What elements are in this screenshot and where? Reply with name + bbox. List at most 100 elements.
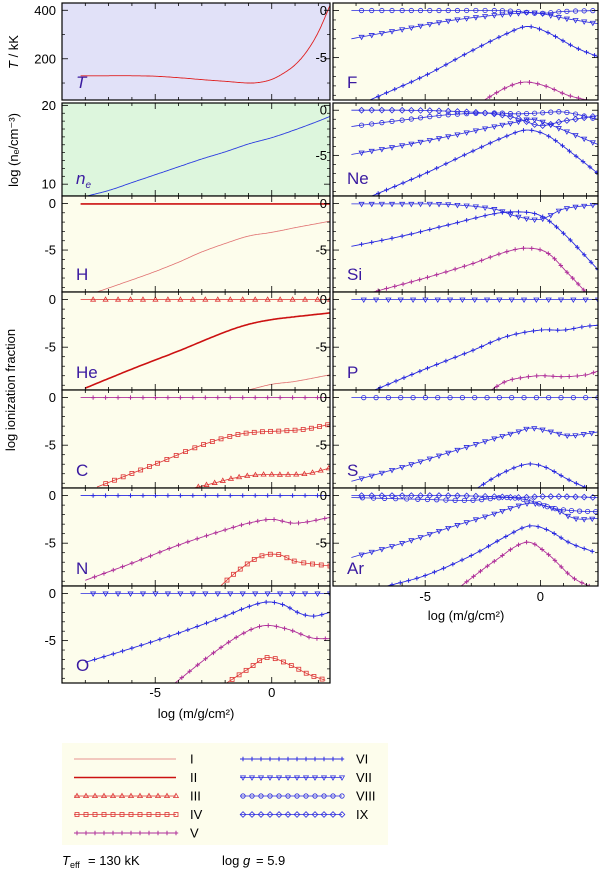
series-III-marker	[177, 296, 184, 302]
series-VI-marker	[592, 53, 597, 58]
x-tick-label: -5	[419, 589, 431, 604]
series-V-marker	[306, 634, 312, 640]
series-VI-marker	[90, 493, 96, 498]
series-VIII-line	[351, 10, 598, 14]
series-VI-marker	[157, 637, 163, 642]
series-VI-marker	[450, 562, 456, 567]
series-V-marker	[266, 623, 271, 628]
series-IV-marker	[276, 552, 282, 558]
y-tick-label: -5	[44, 243, 56, 258]
x-axis-title-left: log (m/g/cm²)	[158, 706, 235, 721]
series-VI-marker	[519, 525, 525, 531]
legend-marker	[267, 756, 273, 762]
series-VII-marker	[523, 10, 530, 16]
legend-marker	[119, 830, 125, 836]
series-VIII-marker	[410, 395, 416, 401]
series-VII-marker	[426, 456, 433, 462]
series-VII-marker	[507, 506, 514, 512]
series-VIII-marker	[491, 7, 497, 14]
series-IV-marker	[318, 562, 324, 568]
series-VI-marker	[263, 599, 269, 605]
panel-f: 0 -5 F	[315, 2, 599, 101]
series-VII-marker	[358, 201, 365, 208]
legend-marker	[294, 756, 300, 762]
legend-label: IX	[356, 807, 369, 822]
series-VI-marker	[422, 573, 428, 578]
series-V-marker	[305, 519, 310, 525]
series-VII-marker	[435, 202, 443, 208]
legend-item-V: V	[74, 826, 199, 841]
series-VIII-marker	[585, 508, 591, 515]
series-IX-marker	[472, 492, 480, 500]
series-VII-marker	[580, 432, 587, 438]
series-VII-marker	[360, 297, 367, 304]
plot-area	[80, 395, 330, 488]
series-III-marker	[314, 296, 321, 302]
series-VII-marker	[326, 591, 330, 597]
series-IV-marker	[112, 477, 117, 483]
series-V-marker	[139, 557, 144, 562]
series-VII-marker	[445, 450, 452, 457]
series-VI-marker	[446, 222, 451, 228]
series-IX-marker	[426, 107, 434, 114]
legend-marker	[164, 830, 170, 836]
series-IV-marker	[284, 555, 290, 561]
legend-marker	[285, 793, 291, 799]
series-V-marker	[153, 395, 158, 400]
series-VIII-marker	[408, 116, 414, 122]
series-VII-marker	[408, 141, 415, 148]
series-VII-marker	[463, 130, 470, 136]
legend-marker	[83, 812, 89, 817]
legend-label: VII	[356, 770, 372, 785]
series-VIII-marker	[581, 113, 587, 119]
legend-marker	[82, 792, 90, 798]
series-VI-marker	[462, 52, 467, 57]
series-V-marker	[140, 395, 146, 400]
series-VII-marker	[373, 297, 380, 304]
series-VIII-marker	[507, 8, 514, 14]
legend-marker	[164, 812, 170, 817]
series-V-marker	[315, 395, 320, 400]
series-VII-marker	[399, 541, 406, 547]
series-VII-marker	[358, 552, 365, 559]
panel-frame	[61, 2, 331, 101]
series-VII-marker	[573, 516, 580, 523]
series-VII-marker	[378, 470, 385, 477]
legend-marker	[258, 793, 264, 799]
series-I-line	[96, 220, 330, 292]
series-VI-marker	[406, 578, 411, 583]
y-tick-label: 0	[49, 196, 56, 211]
series-V-marker	[375, 288, 381, 292]
footer: Teff = 130 kK log g = 5.9	[62, 853, 285, 870]
series-VII-marker	[397, 297, 404, 304]
series-IV-marker	[327, 563, 330, 569]
series-VI-marker	[165, 493, 171, 498]
legend-marker	[329, 811, 337, 818]
series-VII-marker	[547, 429, 554, 436]
series-VIII-marker	[358, 7, 365, 14]
series-VII-marker	[499, 122, 506, 129]
series-VI-marker	[532, 211, 537, 216]
panel-background	[62, 292, 330, 390]
series-V-marker	[277, 395, 283, 400]
y-tick-label: 0	[320, 103, 327, 118]
series-V-marker	[543, 84, 549, 89]
series-V-marker	[535, 81, 540, 87]
series-VI-marker	[231, 610, 236, 616]
panel-label: P	[347, 363, 358, 382]
series-VII-marker	[422, 297, 429, 304]
series-V-marker	[518, 375, 523, 381]
series-IX-marker	[454, 108, 461, 115]
series-IX-marker	[531, 493, 538, 501]
logg-symbol: log g	[222, 853, 251, 868]
legend-marker	[276, 756, 282, 762]
legend-marker	[267, 793, 273, 799]
series-VIII-marker	[581, 8, 587, 14]
legend-item-II: II	[74, 770, 197, 785]
legend-marker	[293, 775, 301, 781]
series-V-marker	[252, 395, 258, 400]
series-V-marker	[542, 373, 548, 378]
series-VI-marker	[504, 469, 509, 474]
panel-background	[62, 390, 330, 488]
series-VII-marker	[531, 217, 538, 224]
